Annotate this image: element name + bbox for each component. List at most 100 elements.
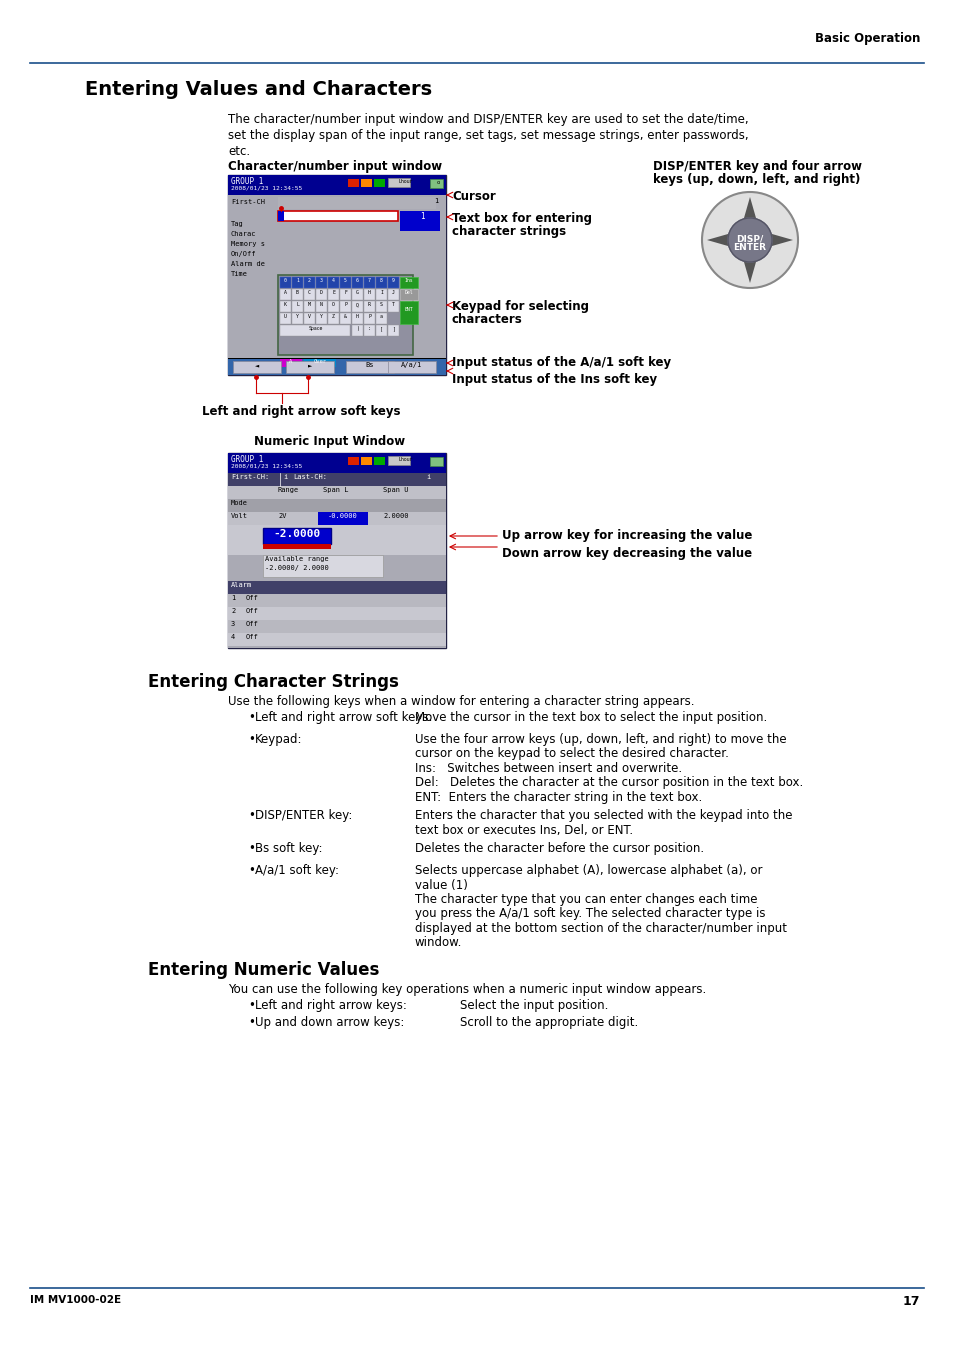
Text: F: F [344,290,347,296]
Text: •: • [248,999,254,1012]
Bar [228,454,446,648]
Bar [228,525,446,555]
Bar [228,633,446,647]
Text: Q: Q [355,302,358,306]
Text: keys (up, down, left, and right): keys (up, down, left, and right) [652,173,860,186]
Bar [399,289,417,300]
Bar [328,301,338,312]
Text: ENT: ENT [404,306,413,312]
Bar [364,289,375,300]
Text: ◄: ◄ [254,362,259,369]
Text: B: B [295,290,298,296]
Polygon shape [743,262,755,284]
Bar [277,211,284,221]
Text: R: R [368,302,371,306]
Polygon shape [706,234,727,246]
Text: E: E [332,290,335,296]
Text: H: H [368,290,371,296]
Text: Input status of the Ins soft key: Input status of the Ins soft key [452,373,657,386]
Bar [280,277,291,288]
Bar [315,301,327,312]
Text: Text box for entering: Text box for entering [452,212,592,225]
Bar [364,313,375,324]
Bar [328,277,338,288]
Text: window.: window. [415,937,462,949]
Bar [375,277,387,288]
Text: you press the A/a/1 soft key. The selected character type is: you press the A/a/1 soft key. The select… [415,907,764,921]
Bar [315,289,327,300]
Bar [304,277,314,288]
Bar [277,275,413,355]
Text: Bs: Bs [365,362,374,369]
Text: 0: 0 [284,278,287,283]
Bar [286,360,334,373]
Text: Entering Numeric Values: Entering Numeric Values [148,961,379,979]
Text: 2.0000: 2.0000 [382,513,408,518]
Bar [352,289,363,300]
Bar [233,360,281,373]
Text: DISP/: DISP/ [736,235,762,244]
Text: Ins: Ins [404,278,413,283]
Text: Down arrow key decreasing the value: Down arrow key decreasing the value [501,547,751,560]
Text: Z: Z [332,315,335,319]
Text: L: L [295,302,298,306]
Text: 2V: 2V [277,513,286,518]
Bar [228,608,446,620]
Text: 17: 17 [902,1295,919,1308]
Text: C: C [308,290,311,296]
Text: text box or executes Ins, Del, or ENT.: text box or executes Ins, Del, or ENT. [415,824,633,837]
Circle shape [701,192,797,288]
Text: D: D [319,290,323,296]
Text: Time: Time [231,271,248,277]
Text: •: • [248,733,254,745]
Text: Volt: Volt [231,513,248,518]
Text: Enters the character that you selected with the keypad into the: Enters the character that you selected w… [415,809,792,822]
Bar [228,194,446,375]
Text: 1: 1 [434,198,437,204]
Text: Keypad:: Keypad: [254,733,302,745]
Bar [304,301,314,312]
Text: Y: Y [295,315,298,319]
Bar [364,301,375,312]
Text: Lhour: Lhour [398,458,413,462]
Bar [228,176,446,194]
Text: 3: 3 [231,621,235,626]
Text: Range: Range [277,487,299,493]
Text: Selects uppercase alphabet (A), lowercase alphabet (a), or: Selects uppercase alphabet (A), lowercas… [415,864,761,878]
Bar [348,458,358,464]
Text: 1: 1 [231,595,235,601]
Text: Span L: Span L [323,487,348,493]
Bar [228,486,446,500]
Text: Over: Over [314,359,326,364]
Text: Entering Values and Characters: Entering Values and Characters [85,80,432,99]
Text: character strings: character strings [452,225,565,238]
Polygon shape [743,197,755,217]
Text: Basic Operation: Basic Operation [814,32,919,45]
Bar [339,277,351,288]
Text: Mode: Mode [231,500,248,506]
Text: The character type that you can enter changes each time: The character type that you can enter ch… [415,892,757,906]
Bar [430,180,442,188]
Bar [348,180,358,188]
Text: 4: 4 [231,634,235,640]
Bar [388,277,398,288]
Text: 3: 3 [319,278,323,283]
Bar [364,325,375,336]
Text: A/a/1: A/a/1 [401,362,422,369]
Text: S: S [379,302,382,306]
Bar [388,289,398,300]
Text: 8: 8 [379,278,382,283]
Bar [228,500,446,512]
Text: i: i [283,474,287,481]
Text: 2: 2 [231,608,235,614]
Text: Left and right arrow keys:: Left and right arrow keys: [254,999,406,1012]
Bar [315,313,327,324]
Text: a: a [379,315,382,319]
Text: I: I [379,290,382,296]
Bar [339,301,351,312]
Text: •: • [248,1017,254,1030]
Text: Y: Y [319,315,323,319]
Bar [228,359,446,375]
Circle shape [727,217,771,262]
Bar [228,472,446,486]
